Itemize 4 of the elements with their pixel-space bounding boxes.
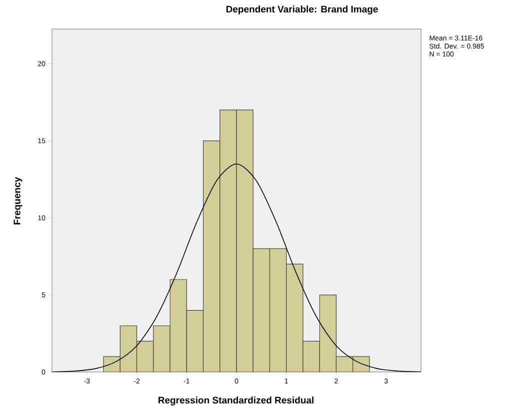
y-axis-title: Frequency [14,177,22,224]
line-series [52,163,421,372]
chart-title: Dependent Variable: Brand Image [226,6,378,14]
x-axis-title: Regression Standardized Residual [158,396,314,406]
